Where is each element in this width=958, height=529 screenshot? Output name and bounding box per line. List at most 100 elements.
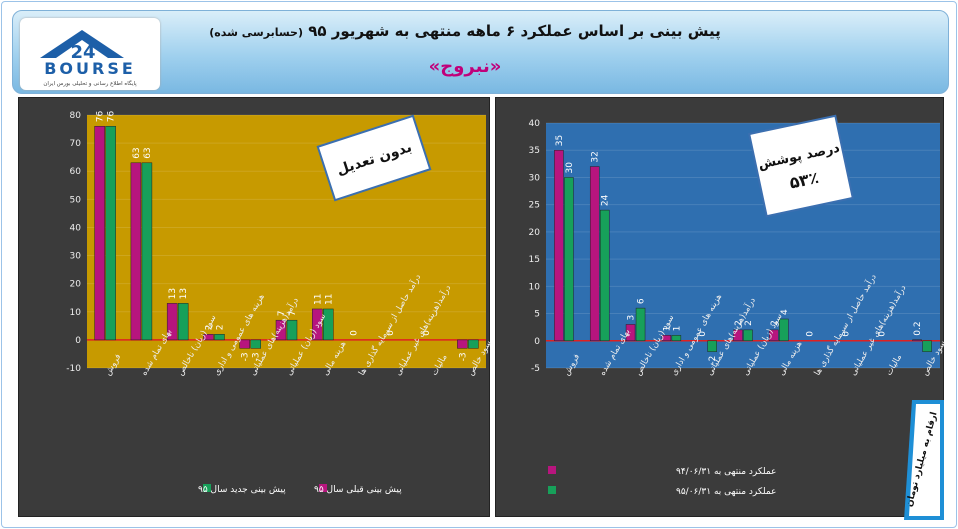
- bar: [323, 308, 334, 341]
- y-tick-label: 25: [529, 201, 540, 211]
- data-label: 30: [565, 162, 575, 174]
- bar: [457, 339, 468, 349]
- legend-label: عملکرد منتهی به ۹۵/۰۶/۳۱: [676, 487, 776, 497]
- bar: [922, 340, 932, 352]
- bar: [743, 329, 753, 342]
- data-label: 1: [662, 326, 672, 332]
- data-label: 6: [637, 298, 647, 304]
- bar: [166, 303, 178, 341]
- bar: [214, 334, 225, 341]
- legend-label: پیش بینی قبلی سال ۹۵: [314, 485, 402, 495]
- bar: [779, 318, 789, 342]
- data-label: 76: [107, 111, 117, 123]
- unit-note: ارقام به میلیارد تومان: [904, 400, 944, 520]
- data-label: 0: [806, 331, 816, 337]
- data-label: 13: [179, 288, 189, 299]
- bar: [275, 319, 287, 341]
- data-label: 0: [698, 331, 708, 337]
- data-label: 35: [555, 135, 565, 146]
- legend-swatch: [319, 484, 327, 492]
- bar: [250, 339, 261, 349]
- data-label: 2: [215, 325, 225, 331]
- y-tick-label: 20: [529, 228, 541, 238]
- bar: [707, 340, 717, 352]
- logo-name: BOURSE: [44, 59, 136, 78]
- y-tick-label: -5: [531, 364, 540, 374]
- y-tick-label: 40: [529, 119, 541, 129]
- unit-note-inner: [909, 404, 940, 516]
- y-tick-label: 30: [70, 252, 82, 262]
- data-label: 11: [324, 294, 334, 305]
- data-label: 63: [132, 147, 142, 158]
- bar: [239, 339, 250, 349]
- company-name: «نبروج»: [428, 56, 502, 77]
- bar: [564, 177, 574, 342]
- bar: [661, 335, 672, 342]
- annotation-box: [748, 114, 854, 218]
- data-label: -3: [241, 352, 251, 361]
- chart-left: 80 70 60 50 40 30 20 10 0 -10 76 63 13 2 -3 7 11 0 0 0 -3 76 6…: [66, 111, 494, 495]
- plot-area: [546, 123, 940, 368]
- logo-graphic: 24 BOURSE پایگاه اطلاع رسانی و تحلیلی بو…: [40, 30, 137, 87]
- logo-roof-shape: [40, 30, 124, 58]
- data-label: 63: [143, 147, 153, 158]
- title-main: پیش بینی بر اساس عملکرد ۶ ماهه منتهی به …: [308, 22, 721, 40]
- bar: [203, 334, 214, 341]
- y-tick-label: 20: [70, 280, 82, 290]
- legend-swatch: [203, 484, 211, 492]
- page-title: پیش بینی بر اساس عملکرد ۶ ماهه منتهی به …: [190, 22, 740, 40]
- chart-panel-left: 80 70 60 50 40 30 20 10 0 -10 76 63 13 2 -3 7 11 0 0 0 -3 76 6…: [18, 97, 494, 517]
- data-label: 2: [770, 320, 780, 326]
- y-tick-label: 50: [70, 195, 82, 205]
- data-label: 0: [877, 331, 887, 337]
- bar: [625, 324, 636, 342]
- unit-note-graphic: ارقام به میلیارد تومان: [904, 400, 944, 520]
- bar: [130, 162, 142, 341]
- data-label: 2: [744, 320, 754, 326]
- data-label: -2: [708, 356, 718, 365]
- y-tick-label: 10: [529, 282, 541, 292]
- y-tick-label: 40: [70, 223, 82, 233]
- bar: [912, 339, 922, 342]
- logo-number: 24: [70, 42, 95, 63]
- header-banner: [12, 10, 949, 94]
- legend-swatch: [548, 486, 556, 494]
- bar: [94, 125, 105, 341]
- data-label: 1: [672, 326, 682, 332]
- bar: [468, 339, 479, 349]
- data-label: -3: [458, 352, 468, 361]
- data-label: 4: [780, 309, 790, 315]
- data-label: 32: [591, 151, 601, 162]
- y-tick-label: 0: [75, 336, 81, 346]
- bar: [589, 166, 600, 342]
- legend-label: عملکرد منتهی به ۹۴/۰۶/۳۱: [676, 467, 776, 477]
- y-tick-label: 15: [529, 255, 540, 265]
- data-label: -3: [252, 352, 262, 361]
- data-label: 7: [277, 310, 287, 316]
- data-label: 0: [386, 330, 396, 336]
- bar: [671, 335, 682, 342]
- bar: [769, 329, 779, 342]
- y-tick-label: 70: [70, 139, 82, 149]
- bar: [286, 319, 298, 341]
- y-tick-label: 30: [529, 173, 541, 183]
- bar: [141, 162, 153, 341]
- legend-label: پیش بینی جدید سال ۹۵: [198, 485, 286, 495]
- bar: [177, 303, 189, 341]
- data-label: 11: [313, 294, 323, 305]
- data-label: 2: [204, 325, 214, 331]
- logo-tagline: پایگاه اطلاع رسانی و تحلیلی بورس ایران: [43, 80, 137, 87]
- bar: [554, 149, 564, 342]
- data-label: 2: [734, 320, 744, 326]
- y-tick-label: 80: [70, 111, 82, 121]
- bar: [733, 329, 743, 342]
- data-label: 24: [601, 194, 611, 206]
- bourse-logo: 24 BOURSE پایگاه اطلاع رسانی و تحلیلی بو…: [20, 18, 160, 90]
- annotation-box: [316, 114, 432, 202]
- data-label: 13: [168, 288, 178, 299]
- y-tick-label: 0: [534, 337, 540, 347]
- data-label: 0: [841, 331, 851, 337]
- chart-panel-right: 40 35 30 25 20 15 10 5 0 -5 35 32 3 1 0 2 2 0 0 0 0.2 30 24 6 1-…: [495, 97, 948, 517]
- bar: [105, 125, 116, 341]
